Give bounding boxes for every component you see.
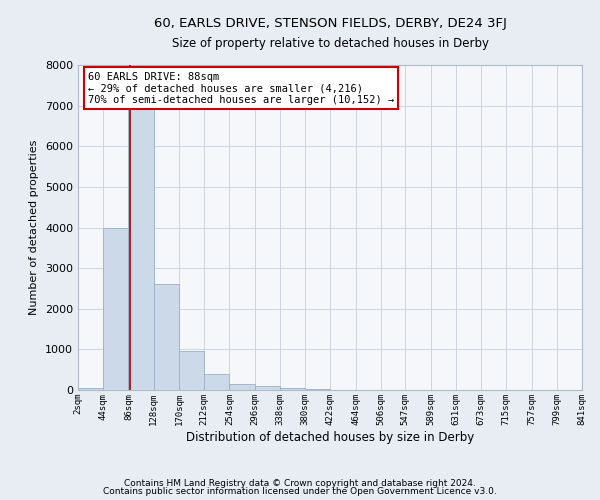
Text: 60, EARLS DRIVE, STENSON FIELDS, DERBY, DE24 3FJ: 60, EARLS DRIVE, STENSON FIELDS, DERBY, … bbox=[154, 18, 506, 30]
Bar bbox=[103, 228, 128, 390]
X-axis label: Distribution of detached houses by size in Derby: Distribution of detached houses by size … bbox=[186, 430, 474, 444]
Bar bbox=[280, 388, 305, 390]
Text: 60 EARLS DRIVE: 88sqm
← 29% of detached houses are smaller (4,216)
70% of semi-d: 60 EARLS DRIVE: 88sqm ← 29% of detached … bbox=[88, 72, 394, 104]
Bar bbox=[154, 284, 179, 390]
Bar bbox=[229, 384, 254, 390]
Text: Contains public sector information licensed under the Open Government Licence v3: Contains public sector information licen… bbox=[103, 487, 497, 496]
Y-axis label: Number of detached properties: Number of detached properties bbox=[29, 140, 40, 315]
Bar bbox=[305, 389, 331, 390]
Bar bbox=[78, 388, 103, 390]
Bar bbox=[128, 86, 154, 390]
Text: Contains HM Land Registry data © Crown copyright and database right 2024.: Contains HM Land Registry data © Crown c… bbox=[124, 478, 476, 488]
Text: Size of property relative to detached houses in Derby: Size of property relative to detached ho… bbox=[172, 38, 488, 51]
Bar bbox=[179, 352, 204, 390]
Bar bbox=[254, 386, 280, 390]
Bar bbox=[204, 374, 229, 390]
